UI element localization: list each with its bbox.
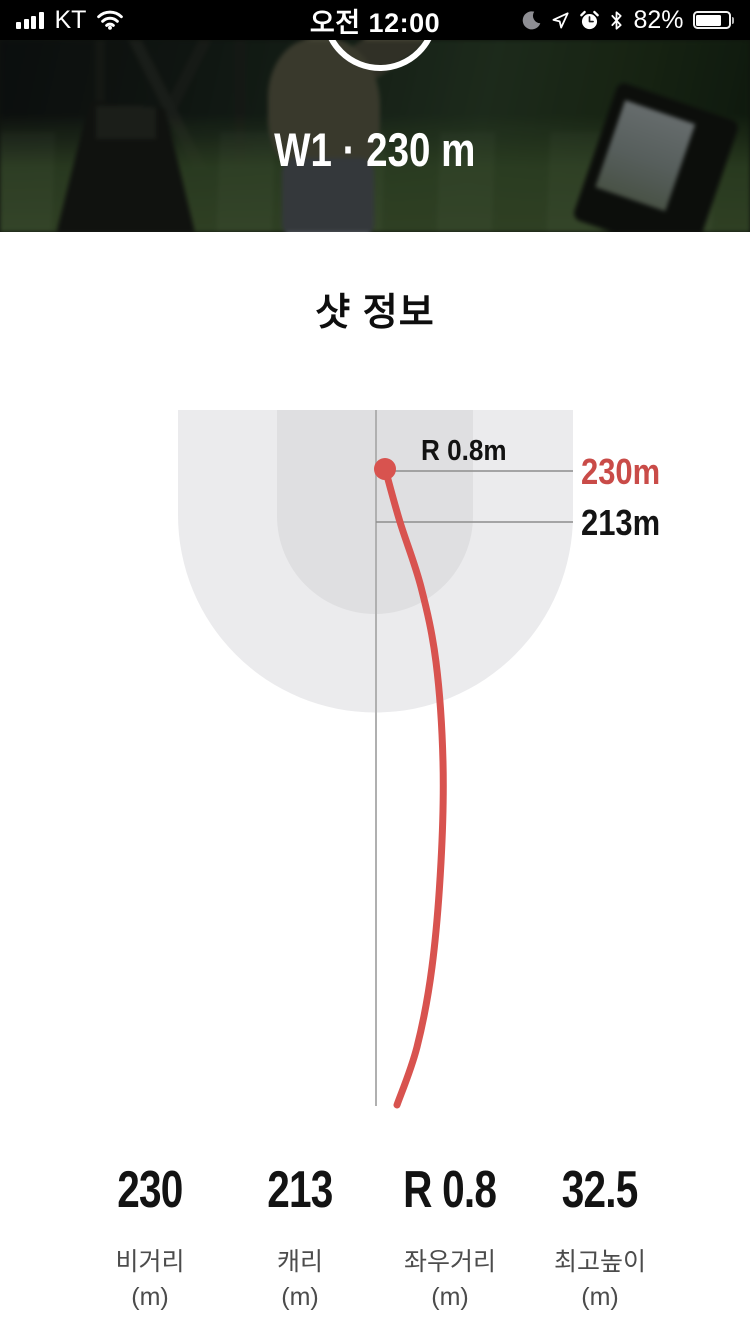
trajectory-curve [382,468,447,1109]
dark-overlay [0,40,750,232]
wifi-icon [97,10,124,30]
video-header[interactable]: W1 · 230 m [0,40,750,232]
stat-label: 좌우거리 (m) [403,1248,496,1311]
shot-stats-row: 230 비거리 (m) 213 캐리 (m) R 0.8 좌우거리 (m) 32.5 … [75,1164,675,1314]
bluetooth-icon [611,10,623,30]
landing-point-dot [374,458,396,480]
stat-label: 최고높이 (m) [553,1248,646,1311]
battery-icon [692,11,734,29]
status-bar: KT 오전 12:00 [0,0,750,40]
battery-percent-label: 82% [633,5,684,34]
location-arrow-icon [552,11,570,28]
carry-distance-gridline-label: 213m [581,502,661,543]
stat-label: 캐리 (m) [276,1248,323,1311]
stat-total-distance: 230 비거리 (m) [75,1164,225,1314]
lateral-offset-label: R 0.8m [421,435,507,467]
video-frame [0,40,750,232]
stat-label: 비거리 (m) [115,1248,185,1311]
stat-lateral-distance: R 0.8 좌우거리 (m) [375,1164,525,1314]
do-not-disturb-moon-icon [523,10,541,29]
carrier-label: KT [54,5,87,34]
alarm-clock-icon [580,10,600,29]
stat-value: 230 [117,1161,183,1219]
stat-value: R 0.8 [403,1161,497,1219]
stat-value: 213 [267,1161,333,1219]
page-title: 샷 정보 [315,292,435,334]
stat-apex-height: 32.5 최고높이 (m) [525,1164,675,1314]
trajectory-chart: R 0.8m 230m 213m [0,410,750,1110]
trajectory-svg [178,410,573,1109]
stat-value: 32.5 [562,1161,639,1219]
total-distance-gridline-label: 230m [581,451,661,492]
cellular-signal-icon [16,11,44,29]
shot-summary-label: W1 · 230 m [274,123,476,176]
stat-carry: 213 캐리 (m) [225,1164,375,1314]
